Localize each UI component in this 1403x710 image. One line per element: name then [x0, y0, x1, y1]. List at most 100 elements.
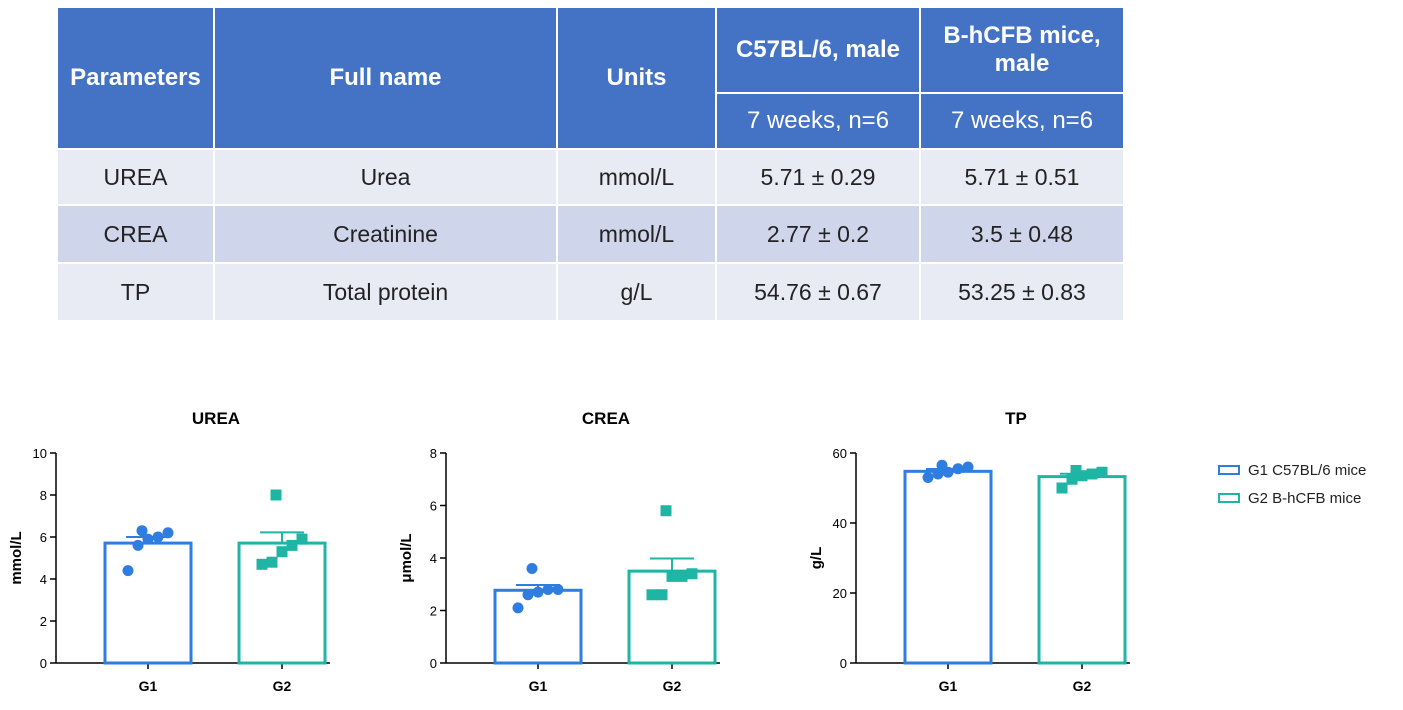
data-point — [162, 527, 174, 539]
bar — [1037, 475, 1127, 665]
y-tick-label: 60 — [833, 446, 847, 461]
data-point — [256, 558, 268, 570]
y-tick-label: 0 — [430, 656, 437, 671]
legend-label-g2: G2 B-hCFB mice — [1248, 489, 1362, 507]
cell-g1: 54.76 ± 0.67 — [717, 264, 919, 320]
legend-item-g1: G1 C57BL/6 mice — [1218, 458, 1366, 482]
data-point — [1096, 466, 1108, 478]
data-point — [1070, 465, 1082, 476]
cell-name: Creatinine — [215, 206, 556, 262]
y-tick-label: 20 — [833, 586, 847, 601]
data-point — [936, 459, 948, 471]
y-tick-label: 10 — [33, 446, 47, 461]
summary-table: Parameters Full name Units C57BL/6, male… — [56, 6, 1125, 322]
x-tick-label: G1 — [139, 678, 158, 694]
header-group2: B-hCFB mice, male — [921, 8, 1123, 92]
y-tick-label: 40 — [833, 516, 847, 531]
urea-chart: UREA mmol/L 0 2 4 6 8 10 G1 G2 — [0, 400, 330, 710]
x-tick-label: G2 — [1073, 678, 1092, 694]
y-tick-label: 4 — [430, 551, 437, 566]
data-point — [512, 602, 524, 614]
data-point — [1056, 482, 1068, 494]
data-point — [1076, 470, 1088, 482]
data-point — [686, 568, 698, 580]
bar — [903, 469, 993, 665]
header-full-name: Full name — [215, 8, 556, 148]
urea-chart-svg: UREA mmol/L 0 2 4 6 8 10 G1 G2 — [8, 409, 330, 694]
data-point — [266, 556, 278, 568]
table-subheader-row: 7 weeks, n=6 7 weeks, n=6 — [58, 94, 1123, 148]
header-units: Units — [558, 8, 715, 148]
cell-g2: 3.5 ± 0.48 — [921, 206, 1123, 262]
cell-g2: 5.71 ± 0.51 — [921, 150, 1123, 204]
y-tick-label: 0 — [40, 656, 47, 671]
table-row: CREA Creatinine mmol/L 2.77 ± 0.2 3.5 ± … — [58, 206, 1123, 262]
data-point — [122, 565, 134, 577]
data-point — [136, 525, 148, 537]
data-point — [276, 546, 288, 558]
y-tick-label: 6 — [430, 499, 437, 514]
cell-param: UREA — [58, 150, 213, 204]
x-tick-label: G2 — [663, 678, 682, 694]
y-tick-label: 8 — [430, 446, 437, 461]
table-row: UREA Urea mmol/L 5.71 ± 0.29 5.71 ± 0.51 — [58, 150, 1123, 204]
chart-title: TP — [1005, 409, 1027, 428]
legend-swatch-g2 — [1218, 493, 1240, 503]
y-axis-label: mmol/L — [8, 531, 25, 584]
data-point — [296, 533, 308, 545]
data-point — [1066, 473, 1078, 485]
cell-unit: g/L — [558, 264, 715, 320]
data-point — [660, 505, 672, 517]
cell-g2: 53.25 ± 0.83 — [921, 264, 1123, 320]
subheader-group2: 7 weeks, n=6 — [921, 94, 1123, 148]
table-row: TP Total protein g/L 54.76 ± 0.67 53.25 … — [58, 264, 1123, 320]
chart-title: UREA — [192, 409, 240, 428]
data-point — [552, 584, 564, 595]
cell-param: CREA — [58, 206, 213, 262]
data-point — [270, 489, 282, 501]
y-tick-label: 8 — [40, 488, 47, 503]
y-tick-label: 2 — [430, 604, 437, 619]
legend-swatch-g1 — [1218, 465, 1240, 475]
data-point — [1086, 468, 1098, 480]
subheader-group1: 7 weeks, n=6 — [717, 94, 919, 148]
bar — [237, 541, 327, 665]
data-point — [152, 531, 164, 543]
cell-g1: 2.77 ± 0.2 — [717, 206, 919, 262]
x-tick-label: G1 — [529, 678, 548, 694]
data-point — [676, 570, 688, 582]
x-tick-label: G2 — [273, 678, 292, 694]
data-point — [666, 570, 678, 582]
header-parameters: Parameters — [58, 8, 213, 148]
data-point — [522, 589, 534, 601]
data-point — [132, 539, 144, 551]
bar — [103, 541, 193, 665]
cell-name: Urea — [215, 150, 556, 204]
data-point — [656, 589, 668, 601]
data-point — [286, 539, 298, 551]
data-point — [962, 461, 974, 473]
y-tick-label: 6 — [40, 530, 47, 545]
header-group1: C57BL/6, male — [717, 8, 919, 92]
data-point — [922, 472, 934, 483]
bar — [627, 569, 717, 665]
crea-chart: CREA μmol/L 0 2 4 6 8 G1 G2 — [390, 400, 720, 710]
data-point — [526, 563, 538, 574]
data-point — [932, 468, 944, 480]
data-point — [646, 589, 658, 601]
chart-legend: G1 C57BL/6 mice G2 B-hCFB mice — [1218, 458, 1366, 514]
data-point — [952, 463, 964, 475]
cell-unit: mmol/L — [558, 206, 715, 262]
legend-item-g2: G2 B-hCFB mice — [1218, 486, 1366, 510]
bar — [493, 588, 583, 665]
y-axis-label: μmol/L — [398, 533, 415, 582]
legend-label-g1: G1 C57BL/6 mice — [1248, 461, 1367, 479]
cell-param: TP — [58, 264, 213, 320]
tp-chart-svg: TP g/L 0 20 40 60 G1 G2 — [808, 409, 1130, 694]
tp-chart: TP g/L 0 20 40 60 G1 G2 — [800, 400, 1130, 710]
cell-name: Total protein — [215, 264, 556, 320]
y-tick-label: 2 — [40, 614, 47, 629]
x-tick-label: G1 — [939, 678, 958, 694]
crea-chart-svg: CREA μmol/L 0 2 4 6 8 G1 G2 — [398, 409, 720, 694]
data-point — [542, 584, 554, 595]
